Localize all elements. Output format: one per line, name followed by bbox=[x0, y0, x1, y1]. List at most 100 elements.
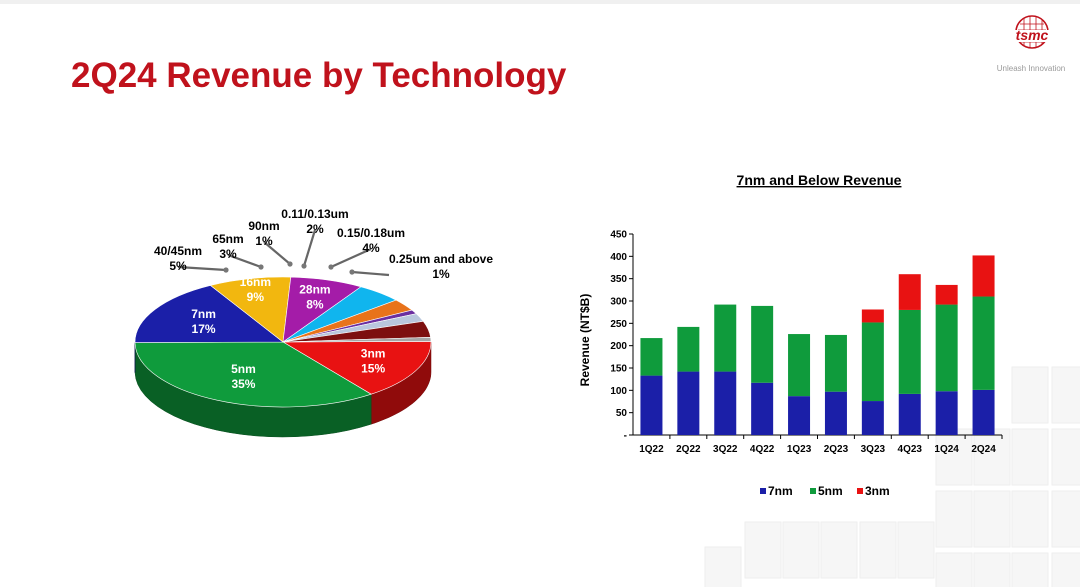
tagline: Unleash Innovation bbox=[996, 64, 1066, 73]
x-tick-label-4q23: 4Q23 bbox=[898, 444, 923, 455]
y-tick-label: 100 bbox=[610, 386, 627, 397]
x-tick-label-2q24: 2Q24 bbox=[971, 444, 996, 455]
pie-label-5nm: 5nm bbox=[231, 362, 256, 376]
pie-leader-dot-65nm bbox=[258, 264, 264, 270]
bar-5nm-2q22 bbox=[677, 326, 700, 372]
pie-value-16nm: 9% bbox=[247, 290, 265, 304]
slide-title: 2Q24 Revenue by Technology bbox=[71, 56, 567, 95]
pie-leader-40-45nm bbox=[177, 265, 227, 272]
pie-slices bbox=[134, 276, 432, 408]
bar-3nm-2q24 bbox=[972, 255, 995, 297]
pie-value-40-45nm: 5% bbox=[169, 259, 187, 273]
y-tick-label: 300 bbox=[610, 297, 627, 308]
pie-value-0-25um-and-above: 1% bbox=[432, 267, 450, 281]
bar-3nm-1q24 bbox=[935, 284, 958, 305]
top-bar bbox=[0, 0, 1080, 4]
bar-legend: 7nm 5nm 3nm bbox=[760, 484, 890, 498]
pie-label-7nm: 7nm bbox=[191, 307, 216, 321]
bar-7nm-3q23 bbox=[861, 401, 884, 435]
x-tick-label-2q23: 2Q23 bbox=[824, 444, 849, 455]
x-tick-label-2q22: 2Q22 bbox=[676, 444, 701, 455]
y-tick-label: 350 bbox=[610, 274, 627, 285]
bar-5nm-3q23 bbox=[861, 322, 884, 402]
pie-leader-65nm bbox=[227, 253, 262, 269]
x-tick-label-1q23: 1Q23 bbox=[787, 444, 812, 455]
pie-leader-dot-0-11-0-13um bbox=[301, 263, 307, 269]
bar-chart-title: 7nm and Below Revenue bbox=[737, 172, 902, 188]
pie-value-90nm: 1% bbox=[255, 234, 273, 248]
pie-label-3nm: 3nm bbox=[361, 347, 386, 361]
bar-7nm-2q22 bbox=[677, 371, 700, 435]
pie-label-65nm: 65nm bbox=[212, 232, 243, 246]
bar-5nm-1q23 bbox=[788, 334, 811, 397]
pie-label-0-25um-and-above: 0.25um and above bbox=[389, 252, 493, 266]
pie-leader-0-25um-and-above bbox=[351, 270, 390, 277]
pie-value-28nm: 8% bbox=[306, 297, 324, 311]
legend-label-7nm: 7nm bbox=[768, 484, 793, 498]
pie-label-40-45nm: 40/45nm bbox=[154, 244, 202, 258]
legend-swatch-5nm bbox=[810, 488, 816, 494]
pie-slice-16nm bbox=[209, 276, 292, 343]
pie-leader-dot-40-45nm bbox=[223, 267, 229, 273]
y-tick-label: 200 bbox=[610, 341, 627, 352]
bar-3nm-4q23 bbox=[898, 274, 921, 310]
bar-5nm-2q24 bbox=[972, 296, 995, 390]
pie-label-0-15-0-18um: 0.15/0.18um bbox=[337, 226, 405, 240]
bar-5nm-3q22 bbox=[714, 304, 737, 372]
tsmc-logo: tsmc bbox=[1006, 15, 1058, 49]
bar-7nm-1q24 bbox=[935, 391, 958, 435]
bar-7nm-4q22 bbox=[751, 382, 774, 435]
bar-7nm-3q22 bbox=[714, 371, 737, 435]
logo-wordmark: tsmc bbox=[1016, 27, 1049, 43]
bar-5nm-1q24 bbox=[935, 304, 958, 392]
legend-label-3nm: 3nm bbox=[865, 484, 890, 498]
x-tick-label-3q22: 3Q22 bbox=[713, 444, 738, 455]
pie-label-28nm: 28nm bbox=[299, 282, 330, 296]
x-tick-label-1q22: 1Q22 bbox=[639, 444, 664, 455]
pie-label-90nm: 90nm bbox=[248, 219, 279, 233]
pie-value-7nm: 17% bbox=[192, 322, 216, 336]
y-tick-label: 450 bbox=[610, 230, 627, 241]
pie-value-5nm: 35% bbox=[231, 377, 255, 391]
bar-7nm-2q23 bbox=[824, 391, 847, 435]
seven-nm-revenue-chart: 7nm and Below Revenue Revenue (NT$B) - 50 10… bbox=[578, 172, 1003, 498]
legend-label-5nm: 5nm bbox=[818, 484, 843, 498]
y-tick-label: 50 bbox=[616, 408, 628, 419]
pie-value-0-15-0-18um: 4% bbox=[362, 241, 380, 255]
pie-leader-dot-0-25um-and-above bbox=[349, 269, 355, 275]
pie-leader-0-15-0-18um bbox=[330, 247, 372, 269]
x-tick-label-1q24: 1Q24 bbox=[934, 444, 959, 455]
pie-value-65nm: 3% bbox=[219, 247, 237, 261]
x-tick-label-4q22: 4Q22 bbox=[750, 444, 775, 455]
pie-leader-0-11-0-13um bbox=[302, 229, 317, 267]
bar-7nm-1q22 bbox=[640, 375, 663, 435]
pie-slice-3nm bbox=[281, 341, 432, 395]
pie-label-16nm: 16nm bbox=[240, 275, 271, 289]
legend-swatch-7nm bbox=[760, 488, 766, 494]
pie-leader-90nm bbox=[263, 241, 291, 265]
x-tick-label-3q23: 3Q23 bbox=[861, 444, 886, 455]
pie-label-0-11-0-13um: 0.11/0.13um bbox=[281, 207, 348, 221]
pie-leader-dot-90nm bbox=[287, 261, 293, 267]
decorative-grid bbox=[704, 366, 1080, 587]
y-tick-label: 400 bbox=[610, 252, 627, 263]
y-tick-label: - bbox=[624, 431, 627, 442]
pie-value-0-11-0-13um: 2% bbox=[306, 222, 324, 236]
pie-slice-7nm bbox=[134, 285, 284, 343]
bar-7nm-4q23 bbox=[898, 393, 921, 435]
bar-5nm-4q23 bbox=[898, 309, 921, 394]
bar-7nm-1q23 bbox=[788, 396, 811, 435]
legend-swatch-3nm bbox=[857, 488, 863, 494]
bar-5nm-2q23 bbox=[824, 334, 847, 392]
pie-slice-5nm bbox=[134, 341, 372, 408]
pie-leader-dot-0-15-0-18um bbox=[328, 264, 334, 270]
bar-7nm-2q24 bbox=[972, 389, 995, 435]
pie-value-3nm: 15% bbox=[361, 362, 385, 376]
bar-5nm-4q22 bbox=[751, 305, 774, 383]
y-tick-label: 250 bbox=[610, 319, 627, 330]
y-tick-label: 150 bbox=[610, 364, 627, 375]
y-axis-label: Revenue (NT$B) bbox=[578, 294, 592, 387]
pie-slice-0-25um-and-above bbox=[282, 336, 432, 343]
